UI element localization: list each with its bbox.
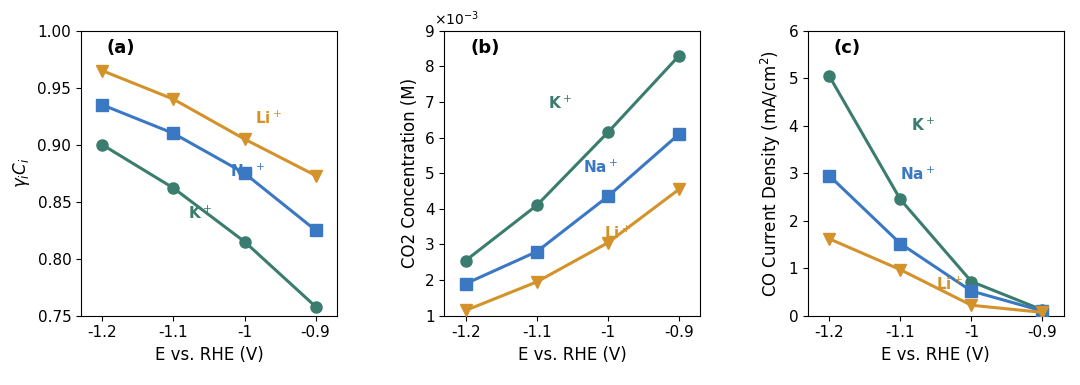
X-axis label: E vs. RHE (V): E vs. RHE (V) — [154, 346, 264, 364]
Y-axis label: $\gamma_i C_i$: $\gamma_i C_i$ — [11, 158, 31, 188]
Text: Li$^+$: Li$^+$ — [605, 225, 632, 242]
Text: Li$^+$: Li$^+$ — [255, 110, 282, 127]
Text: K$^+$: K$^+$ — [548, 95, 571, 112]
Y-axis label: CO2 Concentration (M): CO2 Concentration (M) — [402, 78, 419, 268]
Text: Na$^+$: Na$^+$ — [901, 166, 935, 183]
Text: (c): (c) — [834, 39, 861, 57]
Text: Li$^+$: Li$^+$ — [936, 275, 962, 293]
Text: (a): (a) — [107, 39, 135, 57]
Y-axis label: CO Current Density (mA/cm$^2$): CO Current Density (mA/cm$^2$) — [759, 50, 783, 297]
Text: (b): (b) — [470, 39, 499, 57]
Text: Na$^+$: Na$^+$ — [583, 159, 618, 176]
Text: K$^+$: K$^+$ — [910, 116, 935, 134]
X-axis label: E vs. RHE (V): E vs. RHE (V) — [518, 346, 626, 364]
Text: Na$^+$: Na$^+$ — [230, 162, 266, 180]
X-axis label: E vs. RHE (V): E vs. RHE (V) — [881, 346, 990, 364]
Text: K$^+$: K$^+$ — [188, 204, 212, 222]
Text: $\times10^{-3}$: $\times10^{-3}$ — [434, 9, 480, 28]
